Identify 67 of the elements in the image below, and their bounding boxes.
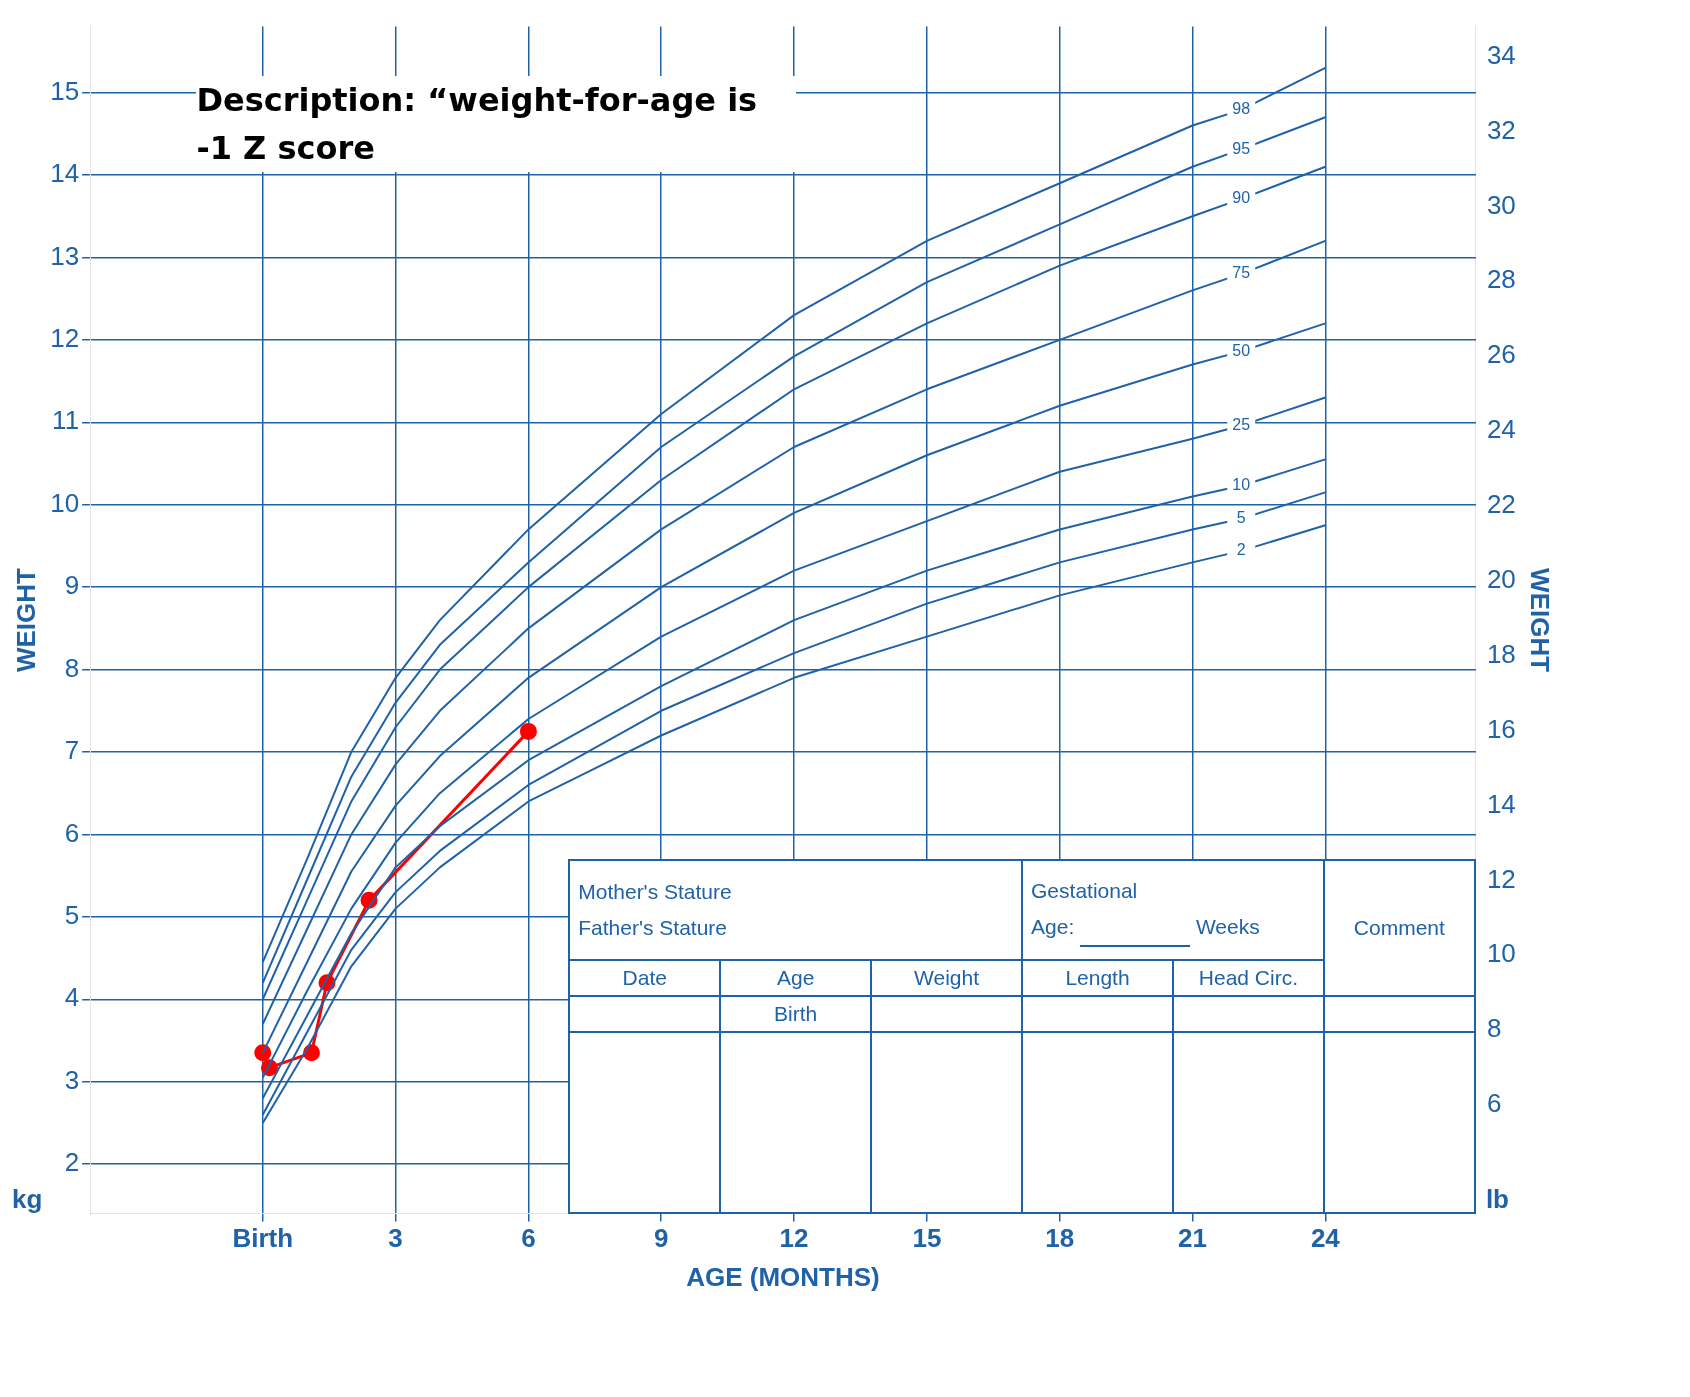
x-tick-label: 6 <box>521 1223 536 1254</box>
text: kg <box>12 1183 43 1215</box>
series-label: 2 <box>1236 541 1246 559</box>
annotation: Age: <box>1031 915 1075 939</box>
y-tick-label: 8 <box>64 652 80 683</box>
y2-tick-label: 20 <box>1486 563 1516 594</box>
annotation: Length <box>1022 960 1173 997</box>
x-tick-label: 15 <box>912 1223 942 1254</box>
x-tick-label: 3 <box>388 1223 403 1254</box>
point <box>254 1044 272 1062</box>
y-tick-label: 12 <box>50 323 80 354</box>
point <box>519 722 537 740</box>
series-label: 50 <box>1232 341 1251 359</box>
y-tick-label: 9 <box>64 570 80 601</box>
annotation: Description: “weight-for-age is -1 Z score <box>196 76 797 173</box>
y-tick-label: 5 <box>64 900 80 931</box>
annotation: Gestational <box>1031 879 1138 903</box>
x-tick-label: Birth <box>232 1223 294 1254</box>
x-tick-label: 24 <box>1310 1223 1341 1254</box>
series-label: 25 <box>1232 415 1251 433</box>
y-tick-label: 11 <box>52 405 80 436</box>
annotation: Weight <box>871 960 1023 997</box>
series-label: 98 <box>1232 100 1251 118</box>
y2-tick-label: 18 <box>1486 638 1516 669</box>
y-tick-label: 6 <box>64 817 80 848</box>
y2-tick-label: 34 <box>1486 39 1516 70</box>
x-tick-label: 9 <box>654 1223 669 1254</box>
annotation: Birth <box>720 996 872 1033</box>
y-tick-label: 15 <box>50 75 80 106</box>
y2-tick-label: 6 <box>1486 1088 1502 1119</box>
series-label: 5 <box>1236 509 1246 527</box>
y2-tick-label: 26 <box>1486 339 1516 370</box>
annotation: Date <box>569 960 721 997</box>
annotation: Mother's Stature <box>578 880 732 904</box>
annotation: Head Circ. <box>1172 960 1324 997</box>
annotation: Father's Stature <box>578 916 728 940</box>
x-tick-label: 12 <box>779 1223 809 1254</box>
annotation: Age <box>720 960 872 997</box>
y2-axis-title: WEIGHT <box>1525 568 1556 673</box>
y2-tick-label: 30 <box>1486 189 1516 220</box>
y-tick-label: 2 <box>64 1147 80 1178</box>
y-tick-label: 3 <box>64 1064 80 1095</box>
annotation: Comment <box>1323 860 1475 997</box>
y2-tick-label: 8 <box>1486 1013 1502 1044</box>
y2-tick-label: 10 <box>1486 938 1516 969</box>
x-axis-title: AGE (MONTHS) <box>686 1261 880 1292</box>
y2-tick-label: 32 <box>1486 114 1516 145</box>
annotation: Weeks <box>1195 915 1260 939</box>
x-tick-label: 21 <box>1178 1223 1207 1254</box>
series-label: 95 <box>1232 139 1251 157</box>
series-label: 75 <box>1232 264 1251 282</box>
y2-tick-label: 22 <box>1486 489 1516 520</box>
y2-tick-label: 28 <box>1486 264 1516 295</box>
y-tick-label: 4 <box>64 982 80 1013</box>
x-tick-label: 18 <box>1045 1223 1075 1254</box>
y2-tick-label: 14 <box>1486 788 1516 819</box>
y-tick-label: 7 <box>64 735 80 766</box>
text: lb <box>1485 1183 1509 1215</box>
series-label: 10 <box>1232 476 1251 494</box>
y2-tick-label: 24 <box>1486 414 1516 445</box>
y-tick-label: 14 <box>50 158 80 189</box>
y-axis-title: WEIGHT <box>10 567 41 673</box>
series-label: 90 <box>1232 189 1251 207</box>
y-tick-label: 10 <box>50 487 80 518</box>
y2-tick-label: 12 <box>1486 863 1516 894</box>
y-tick-label: 13 <box>50 240 80 271</box>
y2-tick-label: 16 <box>1486 713 1516 744</box>
